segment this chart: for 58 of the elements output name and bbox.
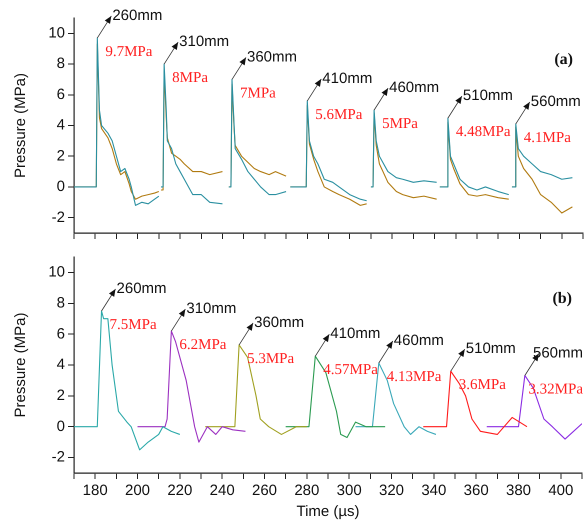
y-tick-label: -2 — [52, 208, 65, 226]
annotation: 4.57MPa — [323, 362, 378, 378]
x-tick-label: 240 — [210, 482, 235, 500]
y-tick-label: 0 — [56, 178, 65, 196]
y-tick-label: 8 — [56, 294, 65, 312]
annotation: 7MPa — [240, 85, 276, 102]
annotation: 310mm — [186, 300, 236, 318]
annotation: 4.48MPa — [456, 124, 511, 140]
annotation: 510mm — [462, 87, 513, 104]
annotation: 9.7MPa — [105, 44, 153, 60]
annotation: 7.5MPa — [110, 316, 157, 333]
y-tick-label: -2 — [52, 448, 65, 466]
annotation: 4.1MPa — [524, 130, 572, 146]
y-tick-label: 2 — [56, 387, 65, 404]
x-tick-label: 180 — [82, 482, 108, 500]
annotation: 510mm — [466, 340, 516, 358]
annotation: 260mm — [112, 6, 162, 24]
y-tick-label: 10 — [48, 24, 65, 42]
annotation: 4.13MPa — [386, 368, 442, 385]
y-tick-label: 8 — [56, 55, 65, 72]
annotation: 560mm — [532, 344, 584, 362]
annotation: 460mm — [394, 332, 444, 349]
x-tick-label: 340 — [421, 482, 446, 500]
x-tick-label: 220 — [167, 482, 192, 500]
y-tick-label: 10 — [48, 264, 65, 281]
annotation: 360mm — [254, 314, 304, 331]
y-tick-label: 6 — [56, 86, 65, 103]
annotation: 360mm — [247, 48, 298, 66]
y-tick-label: 2 — [56, 147, 65, 164]
x-tick-label: 300 — [336, 482, 362, 500]
annotation: 3.6MPa — [458, 377, 506, 394]
x-tick-label: 260 — [252, 482, 278, 500]
y-tick-label: 4 — [56, 356, 65, 374]
annotation: 8MPa — [172, 70, 208, 86]
y-tick-label: 0 — [56, 418, 65, 435]
x-tick-label: 280 — [294, 482, 320, 500]
x-tick-label: 360 — [464, 482, 489, 500]
annotation: 5.6MPa — [315, 106, 363, 123]
annotation: 460mm — [389, 79, 440, 96]
x-axis-title: Time (µs) — [296, 503, 360, 520]
annotation: 310mm — [179, 33, 230, 50]
x-tick-label: 400 — [548, 482, 574, 500]
annotation: 560mm — [530, 92, 581, 110]
y-axis-title: Pressure (MPa) — [12, 312, 30, 418]
annotation: (a) — [554, 51, 573, 68]
annotation: 5MPa — [382, 116, 418, 132]
annotation: 410mm — [322, 70, 372, 87]
annotation: (b) — [552, 290, 572, 308]
annotation: 410mm — [330, 325, 380, 342]
annotation: 260mm — [116, 280, 167, 297]
annotation: 5.3MPa — [247, 350, 295, 367]
annotation: 6.2MPa — [179, 336, 227, 353]
y-tick-label: 6 — [56, 325, 65, 342]
y-tick-label: 4 — [56, 116, 65, 134]
x-tick-label: 320 — [378, 482, 404, 500]
y-axis-title: Pressure (MPa) — [12, 72, 30, 178]
x-tick-label: 200 — [124, 482, 150, 500]
x-tick-label: 380 — [506, 482, 532, 500]
